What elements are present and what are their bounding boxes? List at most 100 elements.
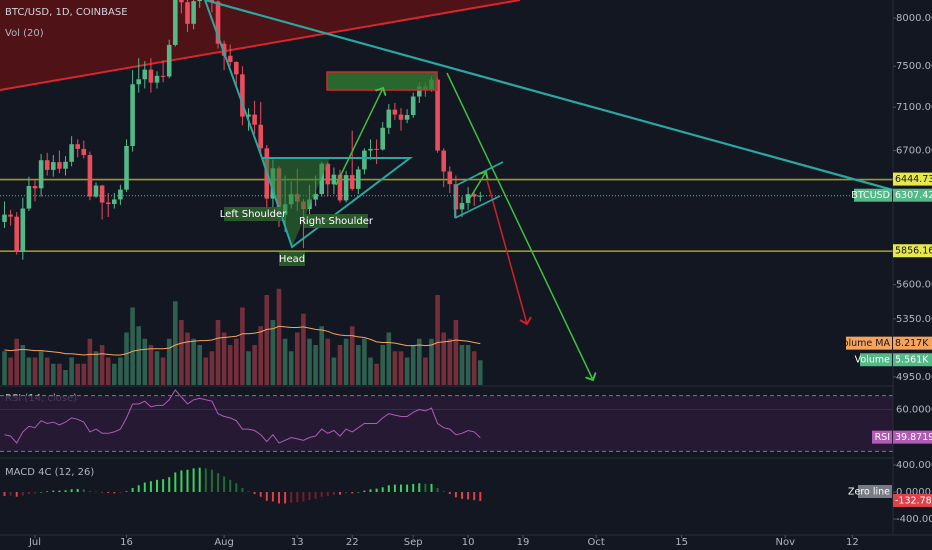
volume-bar bbox=[75, 363, 81, 385]
volume-bar bbox=[380, 345, 385, 385]
volume-bar bbox=[14, 338, 20, 385]
macd-bar bbox=[107, 492, 110, 494]
candle-body bbox=[221, 43, 227, 56]
series-tag bbox=[854, 188, 892, 202]
candle-body bbox=[191, 1, 196, 24]
annotation: Left Shoulder bbox=[220, 209, 287, 220]
volume-bar bbox=[349, 326, 355, 385]
macd-bar bbox=[399, 484, 402, 493]
candle-body bbox=[63, 161, 68, 169]
price-tag-label: 6444.73 bbox=[895, 174, 932, 185]
macd-bar bbox=[119, 492, 122, 494]
candle-body bbox=[215, 1, 221, 44]
macd-bar bbox=[418, 483, 421, 493]
volume-bar bbox=[392, 351, 398, 385]
annotation-box bbox=[224, 207, 282, 221]
macd-bar bbox=[332, 492, 335, 495]
volume-bar bbox=[337, 345, 343, 385]
candle-body bbox=[14, 216, 20, 252]
volume-bar bbox=[429, 338, 434, 385]
volume-bar bbox=[215, 320, 221, 385]
macd-bar bbox=[34, 492, 37, 494]
candle-body bbox=[234, 62, 239, 75]
pane-title: MACD 4C (12, 26) bbox=[5, 467, 94, 478]
candle-body bbox=[252, 114, 257, 125]
volume-ma-line bbox=[4, 325, 481, 356]
macd-bar bbox=[131, 487, 134, 493]
trend-line bbox=[204, 0, 893, 192]
candle-body bbox=[404, 115, 410, 120]
macd-bar bbox=[436, 487, 439, 493]
volume-bar bbox=[258, 326, 264, 385]
volume-pane bbox=[2, 288, 483, 385]
macd-bar bbox=[113, 492, 116, 494]
y-tick-label: 400.0000 bbox=[896, 460, 932, 471]
macd-bar bbox=[479, 492, 482, 501]
candle-body bbox=[93, 185, 99, 197]
volume-bar bbox=[32, 357, 38, 385]
volume-bar bbox=[435, 295, 440, 385]
macd-bar bbox=[217, 473, 220, 493]
candle-body bbox=[441, 150, 446, 172]
candle-body bbox=[337, 174, 343, 201]
candle-body bbox=[197, 0, 203, 2]
macd-bar bbox=[101, 492, 104, 493]
macd-bar bbox=[186, 469, 189, 493]
macd-bar bbox=[345, 492, 348, 494]
candle-body bbox=[154, 75, 160, 83]
volume-bar bbox=[331, 357, 337, 385]
volume-bar bbox=[142, 338, 148, 385]
candle-body bbox=[349, 175, 355, 189]
x-tick-label: 22 bbox=[346, 537, 359, 548]
volume-bar bbox=[246, 351, 251, 385]
macd-bar bbox=[467, 492, 470, 500]
candle-body bbox=[410, 96, 416, 116]
candle-body bbox=[392, 109, 398, 115]
candle-body bbox=[81, 148, 87, 156]
volume-bar bbox=[301, 313, 306, 385]
volume-bar bbox=[465, 345, 471, 385]
candle-body bbox=[51, 162, 56, 170]
x-tick-label: Aug bbox=[214, 537, 234, 548]
candle-body bbox=[459, 203, 465, 210]
price-tag-label: 6307.42 bbox=[895, 190, 932, 201]
candle-body bbox=[246, 114, 251, 117]
candle-body bbox=[368, 148, 373, 151]
candle-body bbox=[142, 69, 148, 80]
volume-bar bbox=[410, 345, 416, 385]
volume-bar bbox=[93, 351, 99, 385]
candle-body bbox=[374, 148, 379, 150]
macd-bar bbox=[210, 469, 213, 493]
macd-bar bbox=[9, 492, 12, 496]
candle-body bbox=[398, 114, 404, 120]
volume-bar bbox=[295, 332, 300, 385]
candle-body bbox=[227, 55, 233, 63]
candle-body bbox=[112, 199, 117, 204]
x-tick-label: Sep bbox=[404, 537, 423, 548]
y-tick-label: 4950.00 bbox=[896, 372, 932, 383]
candle-body bbox=[362, 150, 367, 170]
macd-bar bbox=[454, 492, 457, 498]
volume-bar bbox=[185, 332, 190, 385]
arrow bbox=[446, 72, 593, 380]
volume-bar bbox=[179, 320, 184, 385]
volume-bar bbox=[203, 357, 209, 385]
y-tick-label: 5350.00 bbox=[896, 314, 932, 325]
price-tag-label: 5856.16 bbox=[895, 246, 932, 257]
y-tick-label: 5600.00 bbox=[896, 280, 932, 291]
volume-bar bbox=[386, 332, 392, 385]
macd-bar bbox=[259, 492, 262, 497]
series-tag-label: Volume bbox=[855, 355, 890, 366]
y-tick-label: 8000.00 bbox=[896, 13, 932, 24]
series-tag bbox=[858, 485, 892, 499]
price-tag bbox=[893, 353, 932, 367]
candle-body bbox=[166, 44, 172, 77]
candle-body bbox=[380, 127, 385, 150]
macd-bar bbox=[229, 479, 232, 493]
target-box bbox=[326, 71, 438, 91]
candle-body bbox=[160, 75, 166, 77]
candle-body bbox=[118, 189, 123, 200]
volume-bar bbox=[173, 301, 178, 385]
price-tag bbox=[893, 430, 932, 444]
